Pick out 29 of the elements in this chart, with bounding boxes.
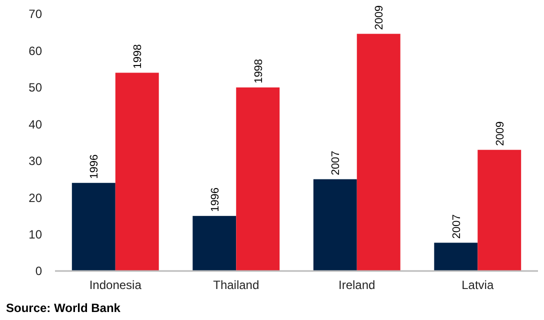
y-tick-label: 10 (28, 227, 42, 242)
bar (356, 34, 400, 271)
y-tick-label: 50 (28, 80, 42, 95)
bar (434, 242, 478, 271)
annotation: 2009 (494, 121, 506, 146)
bar (236, 87, 280, 271)
source-note: Source: World Bank (6, 301, 121, 315)
x-tick-label: Thailand (213, 278, 260, 292)
annotation: 2007 (450, 214, 463, 239)
bar (72, 182, 116, 271)
y-tick-label: 40 (28, 117, 42, 132)
y-tick-label: 60 (28, 44, 42, 58)
annotation: 1996 (88, 154, 101, 179)
y-tick-label: 30 (28, 154, 42, 168)
annotation: 1998 (252, 58, 265, 84)
annotation: 1998 (132, 44, 144, 69)
annotation: 1996 (209, 187, 222, 212)
annotation: 2009 (374, 5, 386, 30)
x-tick-label: Ireland (338, 278, 376, 292)
bar (478, 150, 522, 271)
y-tick-label: 20 (28, 190, 42, 205)
x-tick-label: Latvia (462, 278, 494, 292)
bar (115, 72, 159, 271)
bar (192, 216, 236, 271)
annotation: 2007 (330, 150, 342, 176)
x-tick-label: Indonesia (89, 278, 142, 292)
y-tick-label: 0 (35, 264, 42, 278)
y-tick-label: 70 (28, 7, 42, 22)
bar (313, 179, 357, 271)
